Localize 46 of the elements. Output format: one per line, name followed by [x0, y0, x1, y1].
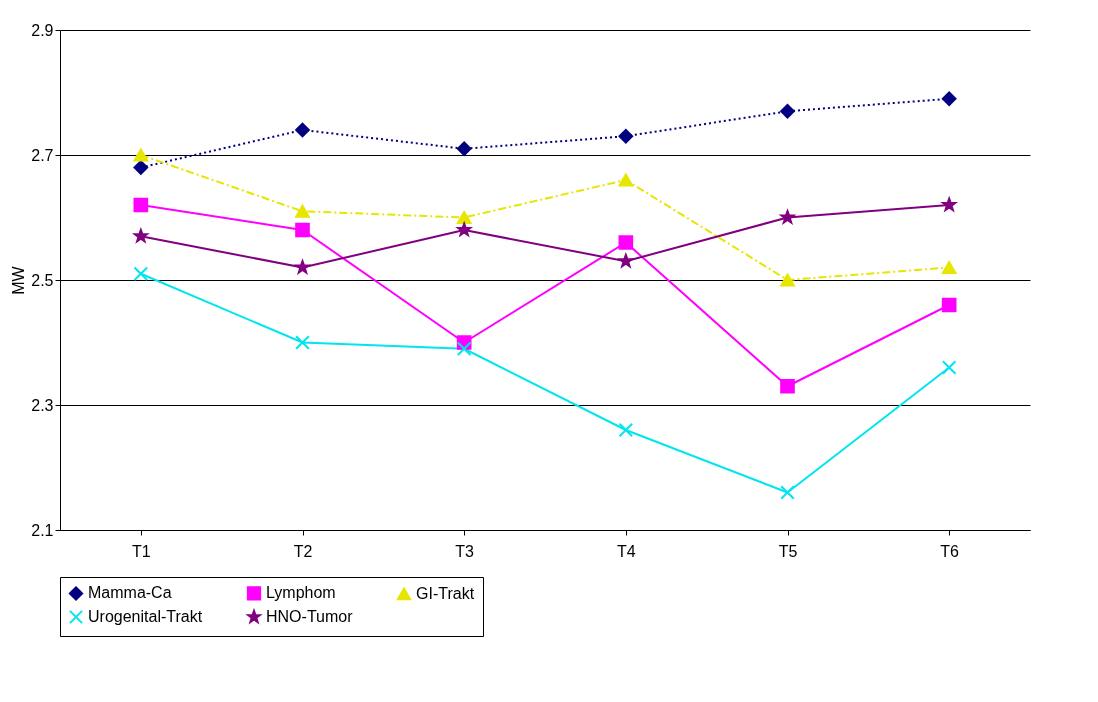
point — [941, 360, 957, 375]
x-tick-label: T5 — [778, 542, 798, 560]
point — [941, 297, 957, 313]
point — [457, 222, 472, 237]
legend-label: Mamma-Ca — [88, 584, 172, 602]
x-tick-label: T2 — [293, 542, 313, 560]
legend-label: Lymphom — [266, 584, 336, 602]
point — [941, 91, 957, 107]
x-tick-label: T1 — [132, 542, 151, 560]
point — [456, 341, 472, 357]
x-tick-label: T4 — [617, 542, 636, 560]
point — [618, 235, 634, 250]
point — [295, 204, 310, 218]
legend-label: GI-Trakt — [416, 584, 475, 602]
y-tick-label: 2.7 — [31, 146, 54, 164]
x-tick-label: T3 — [455, 542, 475, 560]
point — [780, 103, 795, 119]
point — [780, 485, 795, 500]
y-tick-label: 2.3 — [31, 396, 54, 414]
point — [780, 273, 795, 287]
point — [780, 378, 795, 394]
point — [942, 197, 957, 212]
point — [456, 211, 472, 224]
point — [456, 141, 472, 157]
point — [295, 335, 310, 350]
point — [618, 128, 634, 144]
point — [133, 228, 148, 243]
point — [295, 260, 310, 274]
point — [133, 148, 149, 162]
point — [295, 222, 310, 238]
y-tick-label: 2.5 — [31, 271, 54, 289]
legend-label: HNO-Tumor — [266, 608, 354, 625]
point — [133, 266, 149, 282]
x-tick-label: T6 — [940, 542, 960, 560]
point — [133, 197, 149, 213]
point — [618, 253, 633, 268]
y-tick-label: 2.1 — [31, 521, 54, 539]
legend-label: Urogenital-Trakt — [88, 608, 203, 625]
point — [941, 261, 957, 274]
point — [780, 210, 795, 224]
point — [133, 160, 149, 175]
point — [618, 173, 634, 187]
point — [618, 422, 634, 438]
point — [295, 122, 310, 138]
y-axis-title: MW — [10, 265, 28, 295]
y-tick-label: 2.9 — [31, 21, 54, 39]
